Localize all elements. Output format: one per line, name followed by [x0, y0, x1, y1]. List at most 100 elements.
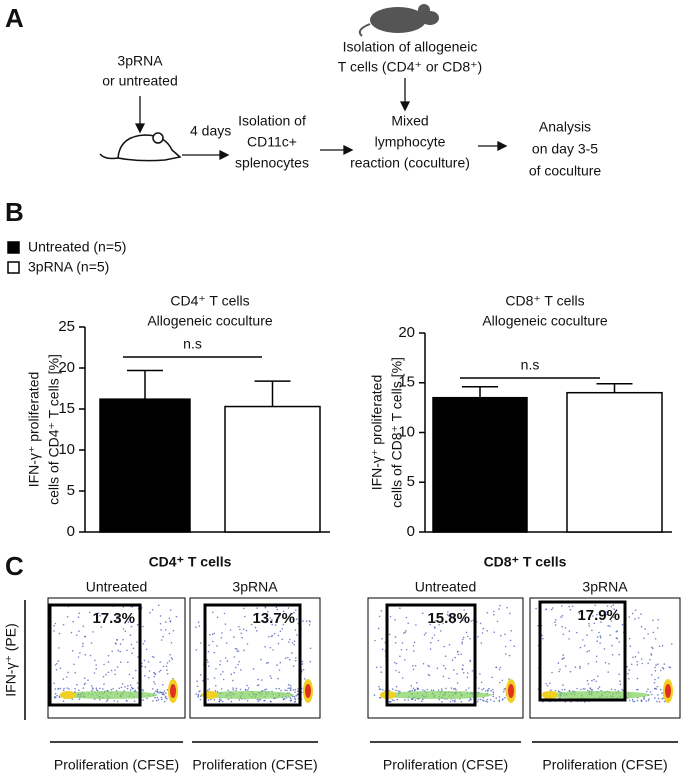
step-text: CD11c+ — [247, 134, 297, 150]
event-dot — [144, 675, 146, 677]
event-dot — [141, 689, 144, 691]
event-dot — [162, 683, 164, 686]
event-dot — [662, 697, 664, 699]
event-dot — [105, 673, 107, 676]
event-dot — [270, 677, 273, 679]
event-dot — [254, 626, 257, 629]
event-dot — [495, 697, 498, 699]
event-dot — [479, 698, 482, 701]
event-dot — [451, 622, 454, 624]
event-dot — [448, 677, 450, 680]
step-text: Analysis — [539, 119, 591, 135]
event-dot — [89, 611, 91, 614]
event-dot — [442, 622, 445, 625]
event-dot — [431, 637, 434, 639]
step-text: Mixed — [391, 113, 428, 129]
event-dot — [159, 661, 161, 663]
event-dot — [447, 611, 449, 613]
event-dot — [110, 669, 113, 672]
event-dot — [504, 645, 507, 648]
event-dot — [633, 700, 636, 703]
event-dot — [162, 692, 165, 694]
event-dot — [232, 687, 234, 689]
event-dot — [239, 628, 241, 631]
event-dot — [199, 698, 202, 701]
event-dot — [291, 652, 293, 654]
event-dot — [416, 687, 419, 689]
event-dot — [215, 668, 217, 670]
event-dot — [609, 634, 611, 636]
event-dot — [647, 662, 649, 664]
event-dot — [381, 638, 383, 640]
event-dot — [394, 642, 397, 644]
event-dot — [477, 636, 479, 638]
event-dot — [378, 615, 381, 618]
event-dot — [232, 679, 234, 682]
flow-plot — [529, 597, 681, 719]
event-dot — [596, 675, 599, 677]
event-dot — [443, 664, 445, 667]
event-dot — [247, 689, 249, 691]
event-dot — [103, 683, 105, 685]
event-dot — [95, 664, 97, 666]
event-dot — [440, 630, 442, 632]
gate-percentage: 13.7% — [252, 610, 295, 627]
event-dot — [668, 666, 670, 668]
density-core — [508, 684, 514, 698]
event-dot — [637, 651, 640, 654]
legend-label: Untreated (n=5) — [28, 239, 126, 255]
event-dot — [561, 625, 563, 628]
event-dot — [429, 648, 432, 650]
event-dot — [628, 678, 630, 680]
event-dot — [482, 697, 485, 699]
event-dot — [428, 665, 430, 668]
x-axis-label: Proliferation (CFSE) — [542, 757, 667, 773]
event-dot — [561, 605, 563, 607]
event-dot — [110, 688, 113, 691]
step-text: 3pRNA — [117, 53, 163, 69]
event-dot — [220, 688, 223, 690]
event-dot — [235, 687, 238, 690]
event-dot — [591, 629, 593, 632]
event-dot — [160, 696, 163, 699]
event-dot — [270, 700, 272, 703]
event-dot — [614, 688, 616, 691]
event-dot — [151, 688, 154, 690]
event-dot — [99, 698, 101, 701]
event-dot — [398, 671, 400, 673]
event-dot — [162, 635, 164, 638]
event-dot — [499, 681, 501, 684]
event-dot — [111, 650, 113, 653]
event-dot — [576, 687, 578, 690]
event-dot — [477, 698, 480, 701]
event-dot — [438, 698, 441, 701]
y-tick-label: 20 — [398, 324, 415, 341]
event-dot — [552, 607, 554, 609]
event-dot — [499, 604, 501, 607]
event-dot — [554, 619, 557, 621]
event-dot — [454, 687, 456, 690]
event-dot — [197, 621, 200, 623]
event-dot — [290, 699, 292, 701]
event-dot — [143, 640, 146, 642]
event-dot — [442, 675, 445, 678]
event-dot — [614, 615, 617, 618]
event-dot — [142, 625, 144, 628]
y-tick-label: 15 — [58, 400, 75, 417]
event-dot — [207, 661, 209, 663]
event-dot — [223, 612, 226, 615]
event-dot — [420, 700, 423, 702]
event-dot — [396, 698, 399, 701]
event-dot — [657, 663, 659, 665]
event-dot — [54, 664, 57, 666]
event-dot — [505, 653, 507, 655]
event-dot — [71, 698, 74, 700]
event-dot — [212, 611, 214, 614]
event-dot — [598, 686, 601, 688]
event-dot — [643, 698, 645, 700]
event-dot — [446, 613, 449, 616]
event-dot — [235, 689, 237, 692]
event-dot — [156, 690, 159, 693]
event-dot — [616, 630, 618, 632]
event-dot — [161, 698, 163, 701]
